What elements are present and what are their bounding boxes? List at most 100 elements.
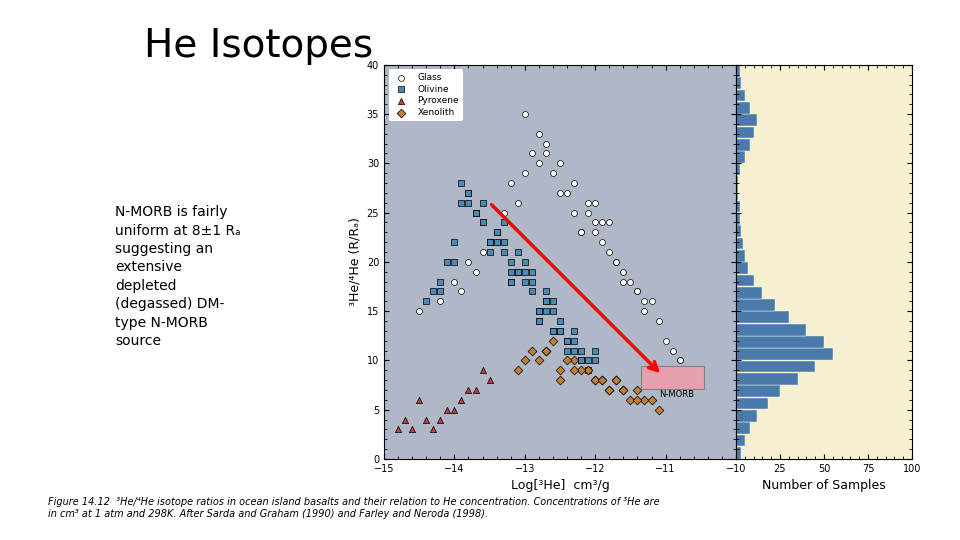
Glass [636,307,652,315]
Xenolith [594,376,610,384]
Pyroxene [412,395,427,404]
Olivine [524,287,540,296]
Bar [736,312,789,323]
Bar [736,324,806,335]
Olivine [531,307,546,315]
Olivine [545,307,561,315]
Y-axis label: ³He/⁴He (R/Rₐ): ³He/⁴He (R/Rₐ) [348,218,361,306]
Xenolith [566,356,582,365]
Xenolith [594,376,610,384]
Bar [736,410,757,422]
Glass [679,366,694,375]
Bar [736,262,749,274]
Olivine [517,277,533,286]
Xenolith [636,395,652,404]
Glass [552,188,567,197]
Bar [736,213,739,225]
Legend: Glass, Olivine, Pyroxene, Xenolith: Glass, Olivine, Pyroxene, Xenolith [389,69,463,120]
Olivine [433,277,448,286]
Xenolith [615,386,631,394]
Pyroxene [404,425,420,434]
Olivine [461,188,476,197]
Olivine [552,316,567,325]
Pyroxene [446,406,462,414]
Olivine [545,327,561,335]
Olivine [489,238,504,246]
Glass [531,130,546,138]
Bar [736,422,750,434]
Glass [531,159,546,167]
Bar [736,188,737,200]
Text: Figure 14.12  ³He/⁴He isotope ratios in ocean island basalts and their relation : Figure 14.12 ³He/⁴He isotope ratios in o… [48,497,660,519]
Xenolith [615,386,631,394]
Pyroxene [454,395,469,404]
Bar [736,90,745,102]
Glass [630,287,645,296]
Olivine [573,346,588,355]
Xenolith [531,356,546,365]
Glass [665,346,681,355]
Xenolith [581,366,596,375]
Glass [517,110,533,118]
Olivine [545,297,561,306]
Bar [736,386,780,397]
Olivine [566,336,582,345]
Olivine [588,346,603,355]
Glass [560,188,575,197]
Pyroxene [433,415,448,424]
Glass [412,307,427,315]
Glass [510,198,525,207]
Xenolith [539,346,554,355]
Xenolith [510,366,525,375]
Glass [468,267,483,276]
Glass [594,218,610,227]
Pyroxene [440,406,455,414]
Glass [454,287,469,296]
Olivine [531,316,546,325]
Xenolith [552,366,567,375]
Glass [517,169,533,178]
Bar [736,201,739,212]
Olivine [545,327,561,335]
Bar [736,250,745,261]
Glass [588,228,603,237]
Olivine [510,248,525,256]
Glass [482,238,497,246]
Xenolith [602,386,617,394]
Glass [588,198,603,207]
Olivine [588,356,603,365]
Glass [615,277,631,286]
Olivine [560,346,575,355]
Olivine [425,287,441,296]
Olivine [524,267,540,276]
Xenolith [651,406,666,414]
Olivine [446,258,462,266]
Olivine [503,277,518,286]
Bar [736,139,750,151]
Bar [736,127,754,138]
Glass [552,159,567,167]
Xenolith [552,376,567,384]
Glass [602,248,617,256]
Olivine [461,198,476,207]
Glass [651,316,666,325]
Olivine [446,238,462,246]
Bar [736,238,743,249]
Olivine [468,208,483,217]
Olivine [503,258,518,266]
Xenolith [623,395,638,404]
Glass [496,208,512,217]
Glass [539,149,554,158]
Olivine [475,198,491,207]
Glass [446,277,462,286]
Glass [573,228,588,237]
Glass [609,258,624,266]
Bar [736,114,757,126]
Text: N-MORB is fairly
uniform at 8±1 Rₐ
suggesting an
extensive
depleted
(degassed) D: N-MORB is fairly uniform at 8±1 Rₐ sugge… [115,205,241,348]
Glass [461,258,476,266]
Olivine [566,327,582,335]
Glass [636,297,652,306]
Olivine [566,346,582,355]
Olivine [503,277,518,286]
Olivine [539,297,554,306]
